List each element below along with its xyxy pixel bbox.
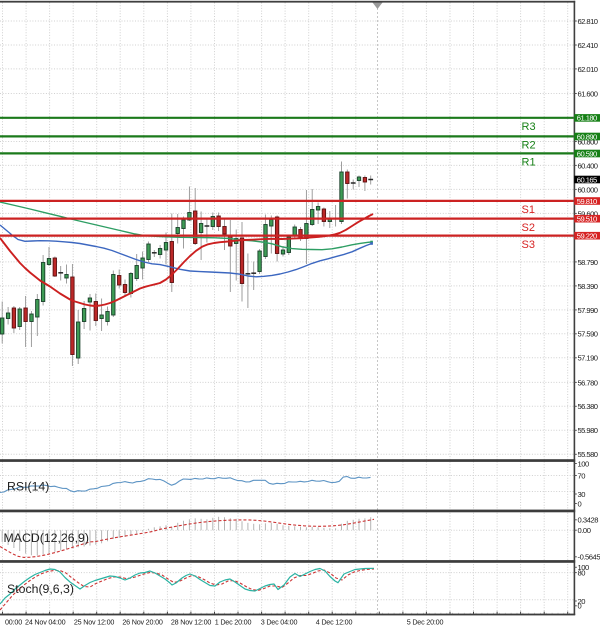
svg-text:61.180: 61.180 — [577, 114, 597, 123]
svg-text:59.810: 59.810 — [577, 197, 597, 206]
svg-text:59.220: 59.220 — [577, 232, 597, 241]
svg-text:55.580: 55.580 — [578, 450, 598, 459]
svg-text:00:00: 00:00 — [5, 618, 22, 627]
svg-text:0: 0 — [578, 499, 582, 508]
svg-text:0.3428: 0.3428 — [578, 516, 599, 525]
svg-text:55.980: 55.980 — [578, 426, 598, 435]
svg-text:S2: S2 — [522, 222, 535, 234]
svg-text:5 Dec 20:00: 5 Dec 20:00 — [407, 618, 444, 627]
svg-text:57.190: 57.190 — [578, 354, 598, 363]
svg-text:61.600: 61.600 — [578, 89, 598, 98]
svg-text:24 Nov 04:00: 24 Nov 04:00 — [25, 618, 66, 627]
svg-text:59.510: 59.510 — [577, 215, 597, 224]
svg-text:R1: R1 — [522, 157, 536, 169]
svg-text:3 Dec 04:00: 3 Dec 04:00 — [261, 618, 298, 627]
svg-text:57.990: 57.990 — [578, 306, 598, 315]
svg-text:Stoch(9,6,3): Stoch(9,6,3) — [7, 582, 74, 596]
svg-text:0.00: 0.00 — [578, 526, 591, 535]
svg-text:56.780: 56.780 — [578, 378, 598, 387]
svg-text:60.165: 60.165 — [577, 175, 597, 184]
svg-text:4 Dec 12:00: 4 Dec 12:00 — [316, 618, 353, 627]
svg-text:26 Nov 20:00: 26 Nov 20:00 — [122, 618, 163, 627]
svg-text:60.590: 60.590 — [577, 149, 597, 158]
svg-text:57.590: 57.590 — [578, 330, 598, 339]
svg-text:RSI(14): RSI(14) — [7, 480, 49, 494]
svg-text:56.380: 56.380 — [578, 402, 598, 411]
svg-text:62.810: 62.810 — [578, 17, 598, 26]
svg-text:80: 80 — [578, 569, 586, 578]
svg-text:S1: S1 — [522, 204, 535, 216]
svg-text:62.410: 62.410 — [578, 41, 598, 50]
svg-text:28 Nov 12:00: 28 Nov 12:00 — [171, 618, 212, 627]
svg-text:0: 0 — [578, 602, 582, 611]
svg-text:30: 30 — [578, 490, 586, 499]
svg-text:60.400: 60.400 — [578, 161, 598, 170]
svg-text:S3: S3 — [522, 239, 535, 251]
svg-text:60.890: 60.890 — [577, 132, 597, 141]
svg-text:20: 20 — [578, 597, 586, 606]
svg-text:1 Dec 20:00: 1 Dec 20:00 — [215, 618, 252, 627]
svg-text:70: 70 — [578, 471, 586, 480]
svg-text:60.800: 60.800 — [578, 137, 598, 146]
svg-text:58.790: 58.790 — [578, 258, 598, 267]
svg-text:R2: R2 — [522, 140, 536, 152]
svg-text:100: 100 — [578, 459, 590, 468]
svg-text:62.010: 62.010 — [578, 65, 598, 74]
svg-text:-0.5645: -0.5645 — [578, 553, 600, 562]
svg-text:59.600: 59.600 — [578, 209, 598, 218]
svg-text:100: 100 — [578, 563, 590, 572]
svg-text:58.390: 58.390 — [578, 282, 598, 291]
svg-text:MACD(12,26,9): MACD(12,26,9) — [4, 531, 89, 545]
svg-text:60.000: 60.000 — [578, 185, 598, 194]
svg-text:R3: R3 — [522, 121, 536, 133]
svg-text:25 Nov 12:00: 25 Nov 12:00 — [74, 618, 115, 627]
